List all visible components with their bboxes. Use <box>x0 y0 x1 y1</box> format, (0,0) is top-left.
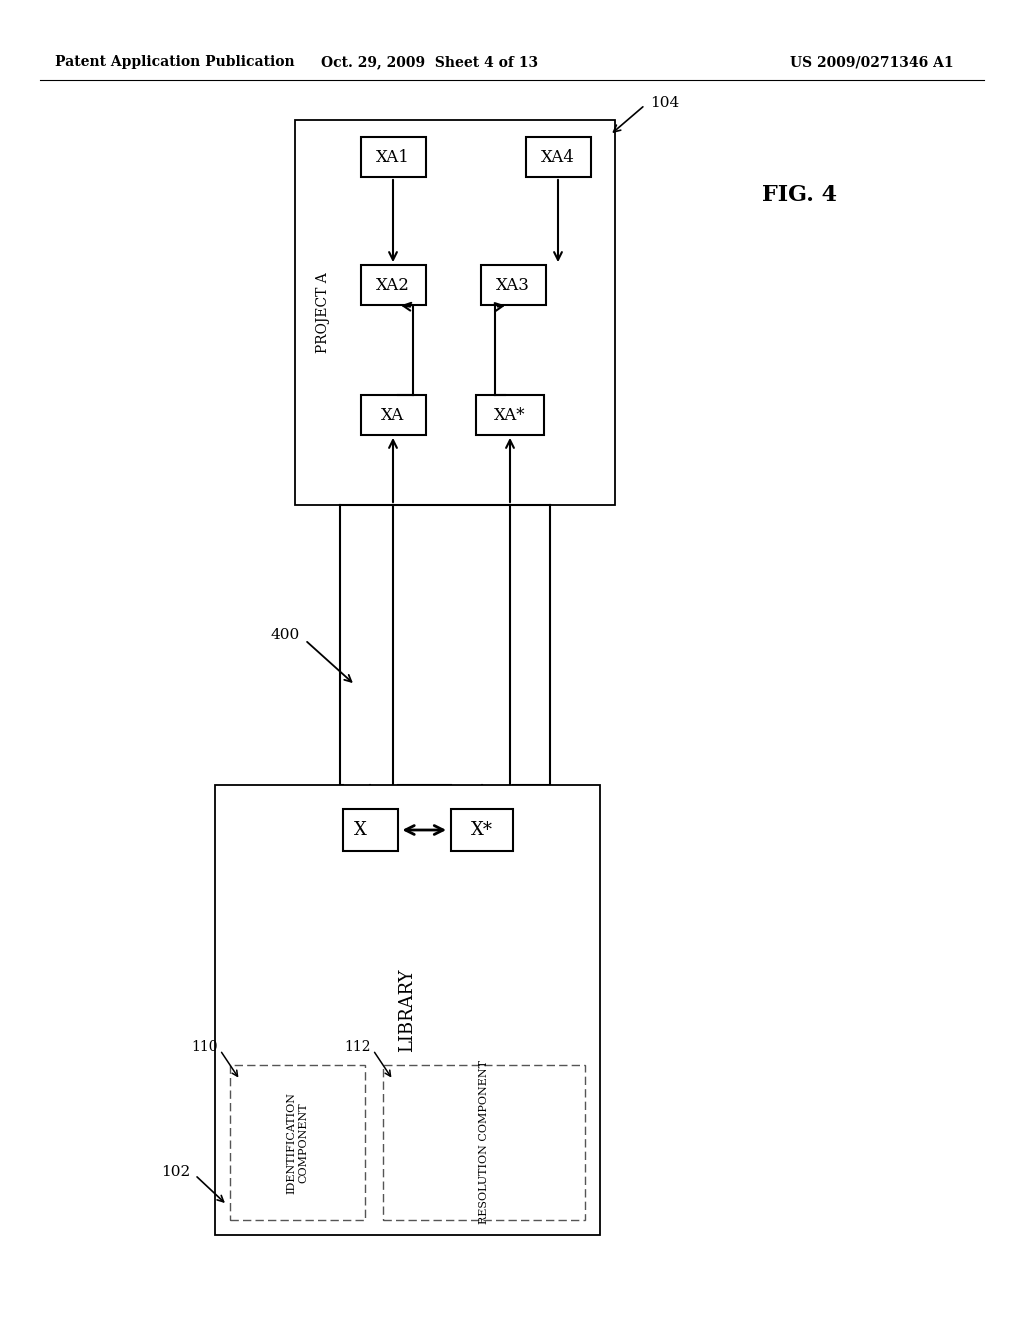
Bar <box>342 809 397 851</box>
Text: Patent Application Publication: Patent Application Publication <box>55 55 295 69</box>
Bar <box>480 265 546 305</box>
Text: Oct. 29, 2009  Sheet 4 of 13: Oct. 29, 2009 Sheet 4 of 13 <box>322 55 539 69</box>
Bar <box>295 120 615 506</box>
Text: X*: X* <box>471 821 493 840</box>
Text: 102: 102 <box>161 1166 190 1179</box>
Text: X: X <box>353 821 367 840</box>
Text: XA2: XA2 <box>376 276 410 293</box>
Text: FIG. 4: FIG. 4 <box>763 183 838 206</box>
Bar <box>383 1065 585 1220</box>
Bar <box>360 265 426 305</box>
Text: 112: 112 <box>344 1040 371 1053</box>
Text: XA: XA <box>381 407 404 424</box>
Bar <box>451 809 513 851</box>
Bar <box>215 785 600 1236</box>
Bar <box>525 137 591 177</box>
Text: 110: 110 <box>191 1040 218 1053</box>
Bar <box>360 137 426 177</box>
Bar <box>360 395 426 436</box>
Text: IDENTIFICATION
COMPONENT: IDENTIFICATION COMPONENT <box>287 1092 308 1193</box>
Text: 104: 104 <box>650 96 679 110</box>
Text: 400: 400 <box>270 628 300 642</box>
Text: XA1: XA1 <box>376 149 410 165</box>
Text: XA3: XA3 <box>496 276 530 293</box>
Bar <box>230 1065 365 1220</box>
Text: RESOLUTION COMPONENT: RESOLUTION COMPONENT <box>479 1060 489 1225</box>
Text: XA4: XA4 <box>541 149 574 165</box>
Bar <box>476 395 544 436</box>
Text: XA*: XA* <box>495 407 525 424</box>
Text: LIBRARY: LIBRARY <box>398 969 417 1052</box>
Text: US 2009/0271346 A1: US 2009/0271346 A1 <box>790 55 953 69</box>
Text: PROJECT A: PROJECT A <box>316 272 330 352</box>
